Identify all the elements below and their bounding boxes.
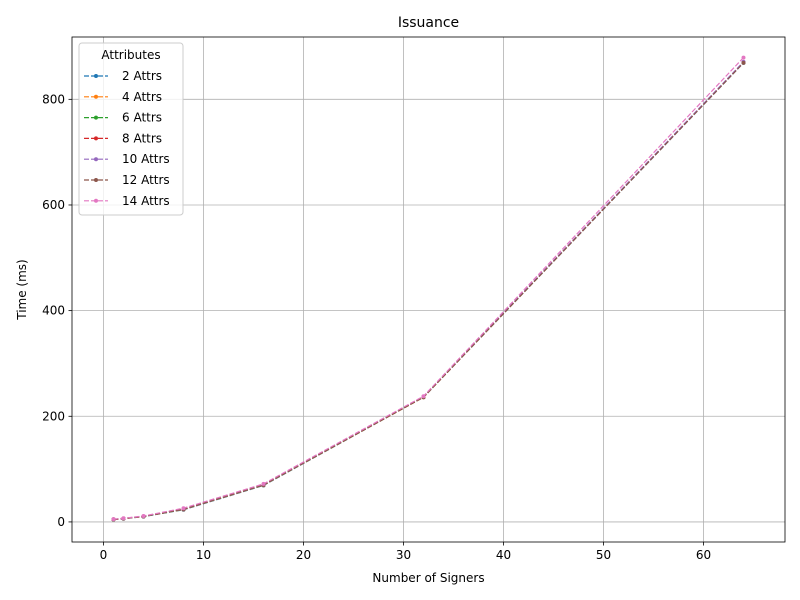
data-point xyxy=(111,517,116,522)
x-tick-label: 0 xyxy=(100,548,108,562)
data-point xyxy=(121,516,126,521)
legend-label: 2 Attrs xyxy=(122,69,162,83)
y-axis-label: Time (ms) xyxy=(15,259,29,321)
data-point xyxy=(421,394,426,399)
series-14-attrs xyxy=(111,55,746,522)
x-tick-label: 10 xyxy=(196,548,211,562)
legend-items: 2 Attrs 4 Attrs 6 Attrs 8 Attrs 10 Attrs 12 A… xyxy=(84,69,170,208)
x-tick-label: 30 xyxy=(396,548,411,562)
y-tick-label: 800 xyxy=(42,92,65,106)
legend-label: 6 Attrs xyxy=(122,111,162,125)
x-axis-label: Number of Signers xyxy=(372,571,484,585)
x-tick-label: 60 xyxy=(696,548,711,562)
legend-title: Attributes xyxy=(101,48,160,62)
legend-item: 14 Attrs xyxy=(84,194,170,208)
legend-label: 14 Attrs xyxy=(122,194,170,208)
series-layer xyxy=(111,55,746,522)
legend-label: 10 Attrs xyxy=(122,152,170,166)
plot-frame xyxy=(71,36,786,543)
data-point xyxy=(141,514,146,519)
data-point xyxy=(741,60,746,65)
x-tick-label: 40 xyxy=(496,548,511,562)
y-tick-label: 600 xyxy=(42,198,65,212)
data-point xyxy=(181,506,186,511)
y-tick-label: 0 xyxy=(57,515,65,529)
x-tick-label: 50 xyxy=(596,548,611,562)
y-tick-label: 400 xyxy=(42,304,65,318)
legend-swatch-marker xyxy=(94,157,98,162)
legend-label: 8 Attrs xyxy=(122,131,162,145)
legend-item: 10 Attrs xyxy=(84,152,170,166)
legend-item: 4 Attrs xyxy=(84,90,162,104)
legend-swatch-marker xyxy=(94,94,98,99)
legend: Attributes 2 Attrs 4 Attrs 6 Attrs 8 Attrs 1… xyxy=(78,42,184,216)
legend-swatch-marker xyxy=(94,74,98,78)
chart-title: Issuance xyxy=(398,15,459,31)
legend-swatch-marker xyxy=(94,115,98,120)
x-tick-label: 20 xyxy=(296,548,311,562)
legend-item: 12 Attrs xyxy=(84,173,170,187)
data-point xyxy=(741,55,746,60)
legend-item: 2 Attrs xyxy=(84,69,162,83)
legend-swatch-marker xyxy=(94,198,98,203)
legend-item: 6 Attrs xyxy=(84,111,162,125)
data-point xyxy=(261,481,266,486)
legend-swatch-marker xyxy=(94,136,98,141)
grid-lines xyxy=(72,37,785,542)
legend-item: 8 Attrs xyxy=(84,131,162,145)
legend-swatch-marker xyxy=(94,178,98,182)
legend-label: 12 Attrs xyxy=(122,173,170,187)
y-tick-label: 200 xyxy=(42,409,65,423)
legend-label: 4 Attrs xyxy=(122,90,162,104)
legend-box xyxy=(78,42,184,216)
